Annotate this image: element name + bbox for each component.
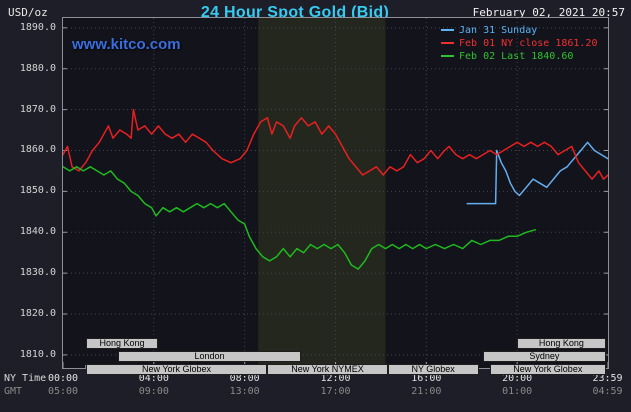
legend-line-marker [441, 55, 454, 57]
session-bar: New York Globex [489, 364, 606, 375]
series-line-feb-01 [63, 108, 608, 180]
kitco-watermark-link[interactable]: www.kitco.com [72, 36, 181, 53]
gmt-axis-label: GMT [4, 386, 23, 397]
x-tick-label-gmt: 21:00 [411, 386, 442, 397]
y-axis: 1890.0 1880.0 1870.0 1860.0 1850.0 1840.0 1830… [0, 0, 62, 412]
x-tick-label-gmt: 09:00 [138, 386, 169, 397]
x-tick-label-ny: 08:00 [229, 373, 260, 384]
session-bar: New York Globex [85, 364, 268, 375]
y-tick-label: 1880.0 [19, 62, 56, 74]
legend-label: Feb 02 Last 1840.60 [459, 51, 574, 62]
x-tick-label-ny: 23:59 [592, 373, 623, 384]
nymex-session-band [258, 18, 386, 368]
session-bars: Hong Kong Hong Kong London Sydney New York G… [63, 0, 608, 412]
session-bar: New York NYMEX [267, 364, 388, 375]
series-line-jan-31-sunday [466, 141, 608, 205]
datetime-label: February 02, 2021 20:57 [472, 6, 625, 19]
ny-time-axis-label: NY Time [4, 373, 47, 384]
chart-title: 24 Hour Spot Gold (Bid) [200, 4, 390, 21]
x-tick-label-ny: 16:00 [411, 373, 442, 384]
chart-plot-area [62, 17, 609, 369]
y-tick-label: 1860.0 [19, 144, 56, 156]
legend-item: Jan 31 Sunday [441, 25, 597, 38]
y-tick-label: 1870.0 [19, 103, 56, 115]
x-tick-label-gmt: 13:00 [229, 386, 260, 397]
x-tick-label-gmt: 05:00 [47, 386, 79, 397]
x-tick-label-ny: 00:00 [47, 373, 79, 384]
legend: Jan 31 Sunday Feb 01 NY close 1861.20 Feb … [441, 25, 597, 64]
legend-label: Jan 31 Sunday [459, 25, 538, 36]
session-bar: Hong Kong [85, 338, 159, 349]
x-tick-label-gmt: 04:59 [592, 386, 623, 397]
session-bar: London [117, 351, 302, 362]
x-tick-label-ny: 12:00 [320, 373, 351, 384]
chart-canvas [63, 18, 608, 368]
session-bar: Hong Kong [517, 338, 606, 349]
y-tick-label: 1850.0 [19, 185, 56, 197]
session-bar: NY Globex [387, 364, 479, 375]
y-tick-label: 1820.0 [19, 308, 56, 320]
x-tick-label-gmt: 01:00 [502, 386, 533, 397]
legend-item: Feb 02 Last 1840.60 [441, 51, 597, 64]
session-bar: Sydney [483, 351, 606, 362]
x-axis: 00:00 05:00 04:00 09:00 08:00 13:00 12:00 17:00… [48, 373, 623, 403]
series-line-feb-02 [63, 166, 537, 270]
x-tick-label-gmt: 17:00 [320, 386, 351, 397]
legend-line-marker [441, 29, 454, 31]
x-tick-label-ny: 20:00 [502, 373, 533, 384]
y-tick-label: 1840.0 [19, 226, 56, 238]
y-axis-units-label: USD/oz [8, 6, 48, 19]
legend-label: Feb 01 NY close 1861.20 [459, 38, 598, 49]
legend-line-marker [441, 42, 454, 44]
legend-item: Feb 01 NY close 1861.20 [441, 38, 597, 51]
x-tick-label-ny: 04:00 [138, 373, 169, 384]
y-tick-label: 1890.0 [19, 21, 56, 33]
y-tick-label: 1830.0 [19, 267, 56, 279]
y-tick-label: 1810.0 [19, 348, 56, 360]
